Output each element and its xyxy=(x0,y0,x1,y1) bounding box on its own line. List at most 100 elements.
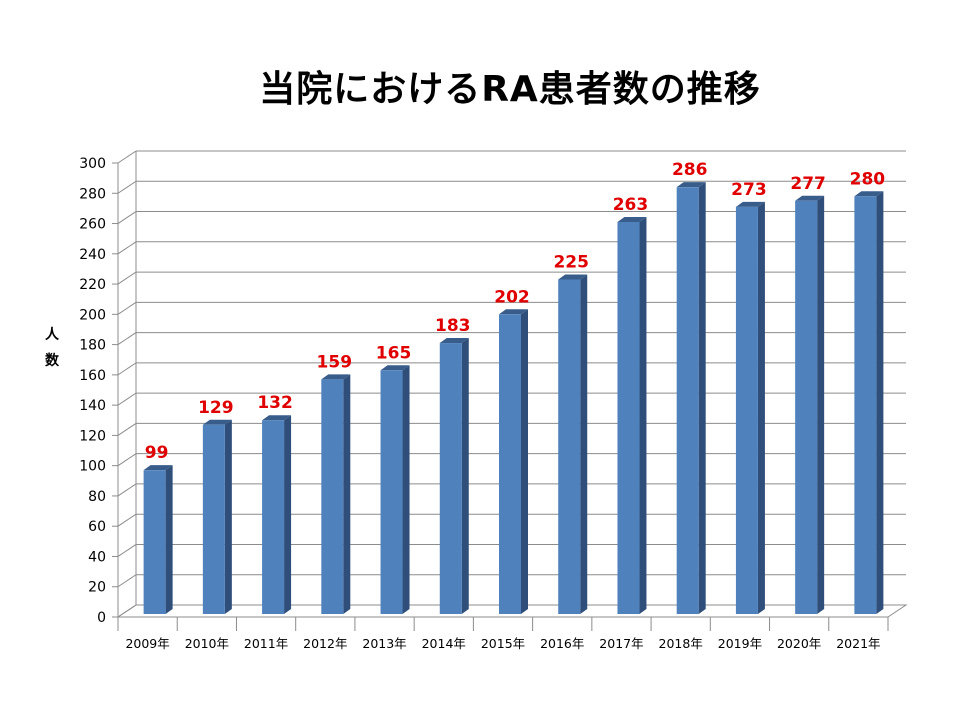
data-label: 202 xyxy=(494,287,530,307)
data-label: 132 xyxy=(257,393,293,413)
bar-top xyxy=(558,274,588,280)
bar-top xyxy=(321,374,351,380)
data-label: 263 xyxy=(613,195,649,215)
bar-side xyxy=(580,274,588,614)
bar-side xyxy=(461,338,469,614)
y-tick-label: 100 xyxy=(79,459,106,475)
side-wall-line xyxy=(117,453,137,467)
bar-side xyxy=(284,415,292,614)
bar-side xyxy=(343,374,351,614)
data-label: 273 xyxy=(731,180,767,200)
bar-top xyxy=(380,365,410,371)
bar xyxy=(617,221,640,614)
x-tick-label: 2017年 xyxy=(599,636,643,651)
side-wall-line xyxy=(117,332,137,346)
side-wall-line xyxy=(117,301,137,315)
side-wall-line xyxy=(117,150,137,164)
bar-top xyxy=(795,195,825,201)
y-tick-label: 280 xyxy=(79,186,106,202)
x-tick-label: 2009年 xyxy=(125,636,169,651)
x-tick-label: 2010年 xyxy=(185,636,229,651)
side-wall-line xyxy=(117,362,137,376)
data-label: 99 xyxy=(145,443,169,463)
bar-top xyxy=(143,465,173,471)
bar-side xyxy=(639,216,647,614)
bar-top xyxy=(735,201,765,207)
data-label: 165 xyxy=(376,343,412,363)
bar-top xyxy=(202,419,232,425)
x-tick-label: 2021年 xyxy=(836,636,880,651)
bar-top xyxy=(262,415,292,421)
data-label: 159 xyxy=(317,352,353,372)
y-axis-label-char: 数 xyxy=(45,352,60,369)
y-tick-label: 40 xyxy=(88,549,106,565)
y-tick-label: 260 xyxy=(79,217,106,233)
bar-layer xyxy=(143,182,884,615)
y-tick-label: 80 xyxy=(88,489,106,505)
bar-top xyxy=(676,182,706,188)
y-tick-label: 120 xyxy=(79,428,106,444)
bar xyxy=(262,420,285,614)
bar-side xyxy=(698,182,706,615)
bar-top xyxy=(854,191,884,197)
bar xyxy=(854,196,877,614)
x-tick-label: 2020年 xyxy=(777,636,821,651)
bar-side xyxy=(521,309,528,614)
y-tick-label: 200 xyxy=(79,307,106,323)
bar xyxy=(499,314,521,614)
bar xyxy=(143,470,166,614)
side-wall-line xyxy=(117,574,137,588)
x-tick-label: 2013年 xyxy=(362,636,406,651)
data-label: 183 xyxy=(435,316,471,336)
x-tick-label: 2015年 xyxy=(481,636,525,651)
bar xyxy=(439,343,462,614)
bar-side xyxy=(402,365,410,614)
y-tick-label: 140 xyxy=(79,398,106,414)
x-tick-label: 2011年 xyxy=(244,636,288,651)
y-tick-label: 160 xyxy=(79,368,106,384)
bar xyxy=(795,200,818,614)
data-label: 277 xyxy=(790,174,826,194)
y-tick-label: 300 xyxy=(79,156,106,172)
bar xyxy=(558,279,581,614)
floor xyxy=(116,604,908,618)
side-wall-line xyxy=(117,513,137,527)
side-wall-line xyxy=(117,241,137,255)
bar xyxy=(321,379,344,614)
y-axis-label-char: 人 xyxy=(45,326,60,343)
label-layer: 99 2009年 129 2010年 132 2011年 159 2012年 165 2013年 1… xyxy=(125,160,885,651)
x-tick-label: 2018年 xyxy=(659,636,703,651)
side-wall-line xyxy=(117,544,137,557)
y-tick-label: 220 xyxy=(79,277,106,293)
data-label: 280 xyxy=(850,169,886,189)
y-tick-label: 240 xyxy=(79,247,106,263)
bar xyxy=(676,187,699,615)
bar-top xyxy=(439,338,469,344)
side-wall-line xyxy=(117,422,137,436)
data-label: 225 xyxy=(553,253,589,273)
bar-side xyxy=(817,195,825,614)
axis-layer: 0 20 40 60 80 100 120 140 160 180 200 220 240 260 280 3… xyxy=(79,156,908,631)
side-wall-line xyxy=(117,392,137,406)
y-tick-label: 0 xyxy=(97,610,106,626)
y-tick-label: 180 xyxy=(79,338,106,354)
bar-top xyxy=(499,309,528,315)
bar-side xyxy=(757,201,765,615)
y-tick-label: 60 xyxy=(88,519,106,535)
bar-side xyxy=(224,419,232,614)
x-tick-label: 2014年 xyxy=(422,636,466,651)
x-tick-label: 2019年 xyxy=(718,636,762,651)
x-tick-label: 2012年 xyxy=(303,636,347,651)
x-tick-label: 2016年 xyxy=(540,636,584,651)
bar-side xyxy=(876,191,884,614)
y-tick-label: 20 xyxy=(88,580,106,596)
bar xyxy=(380,370,403,614)
chart-title: 当院におけるRA患者数の推移 xyxy=(259,69,761,110)
bar xyxy=(202,424,225,614)
side-wall-line xyxy=(117,483,137,497)
y-axis-label: 人 数 xyxy=(45,326,60,369)
side-wall-line xyxy=(117,271,137,285)
side-wall-line xyxy=(117,180,137,194)
bar xyxy=(735,206,758,615)
